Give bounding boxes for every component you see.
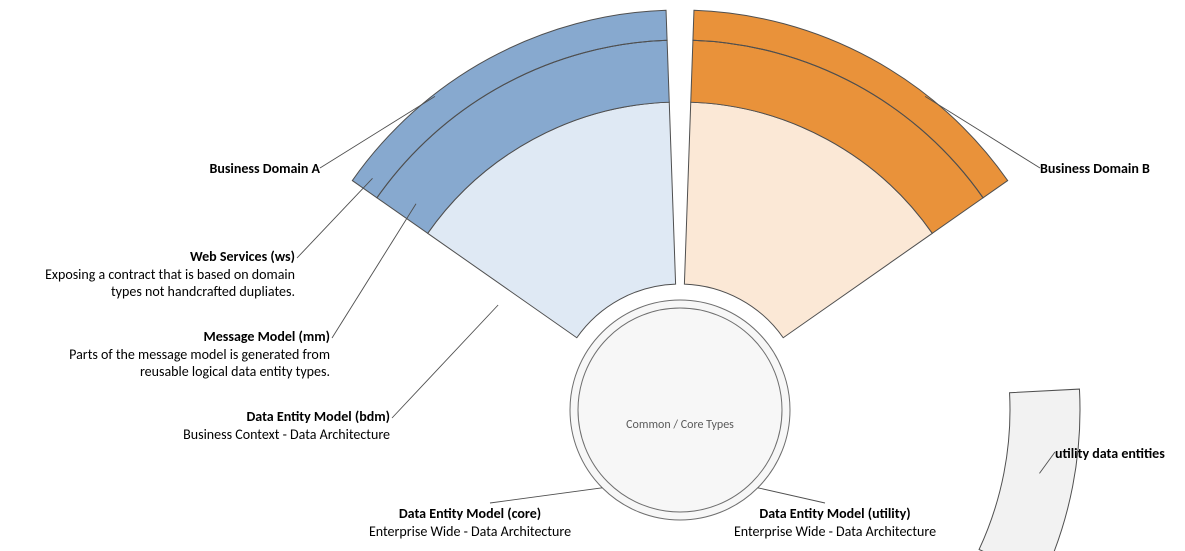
utility-wedge	[979, 389, 1080, 551]
util-title: Data Entity Model (utility)	[685, 505, 985, 523]
domain-b-title: Business Domain B	[1040, 160, 1150, 177]
util-body: Enterprise Wide - Data Architecture	[685, 523, 985, 541]
core-outer-circle	[570, 300, 790, 520]
leader-mm	[332, 204, 416, 338]
label-ws: Web Services (ws) Exposing a contract th…	[30, 248, 295, 301]
label-util: Data Entity Model (utility) Enterprise W…	[685, 505, 985, 540]
leader-ws	[297, 178, 373, 258]
bdm-title: Data Entity Model (bdm)	[160, 408, 390, 426]
core-body: Enterprise Wide - Data Architecture	[320, 523, 620, 541]
label-bdm: Data Entity Model (bdm) Business Context…	[160, 408, 390, 443]
leader-core	[490, 488, 602, 503]
utility-short: utility data entities	[1055, 445, 1165, 462]
leader-bdm	[392, 305, 498, 418]
label-domain-a: Business Domain A	[120, 160, 320, 178]
mm-body: Parts of the message model is generated …	[25, 346, 330, 381]
core-center-label: Common / Core Types	[600, 418, 760, 432]
domain-a-title: Business Domain A	[209, 160, 320, 177]
core-title: Data Entity Model (core)	[320, 505, 620, 523]
label-core: Data Entity Model (core) Enterprise Wide…	[320, 505, 620, 540]
mm-title: Message Model (mm)	[25, 328, 330, 346]
ws-body: Exposing a contract that is based on dom…	[30, 266, 295, 301]
label-mm: Message Model (mm) Parts of the message …	[25, 328, 330, 381]
ws-title: Web Services (ws)	[30, 248, 295, 266]
bdm-body: Business Context - Data Architecture	[160, 426, 390, 444]
leader-util	[758, 488, 825, 503]
label-utility-short: utility data entities	[1055, 445, 1185, 463]
core-center-text: Common / Core Types	[626, 418, 734, 432]
label-domain-b: Business Domain B	[1040, 160, 1185, 178]
